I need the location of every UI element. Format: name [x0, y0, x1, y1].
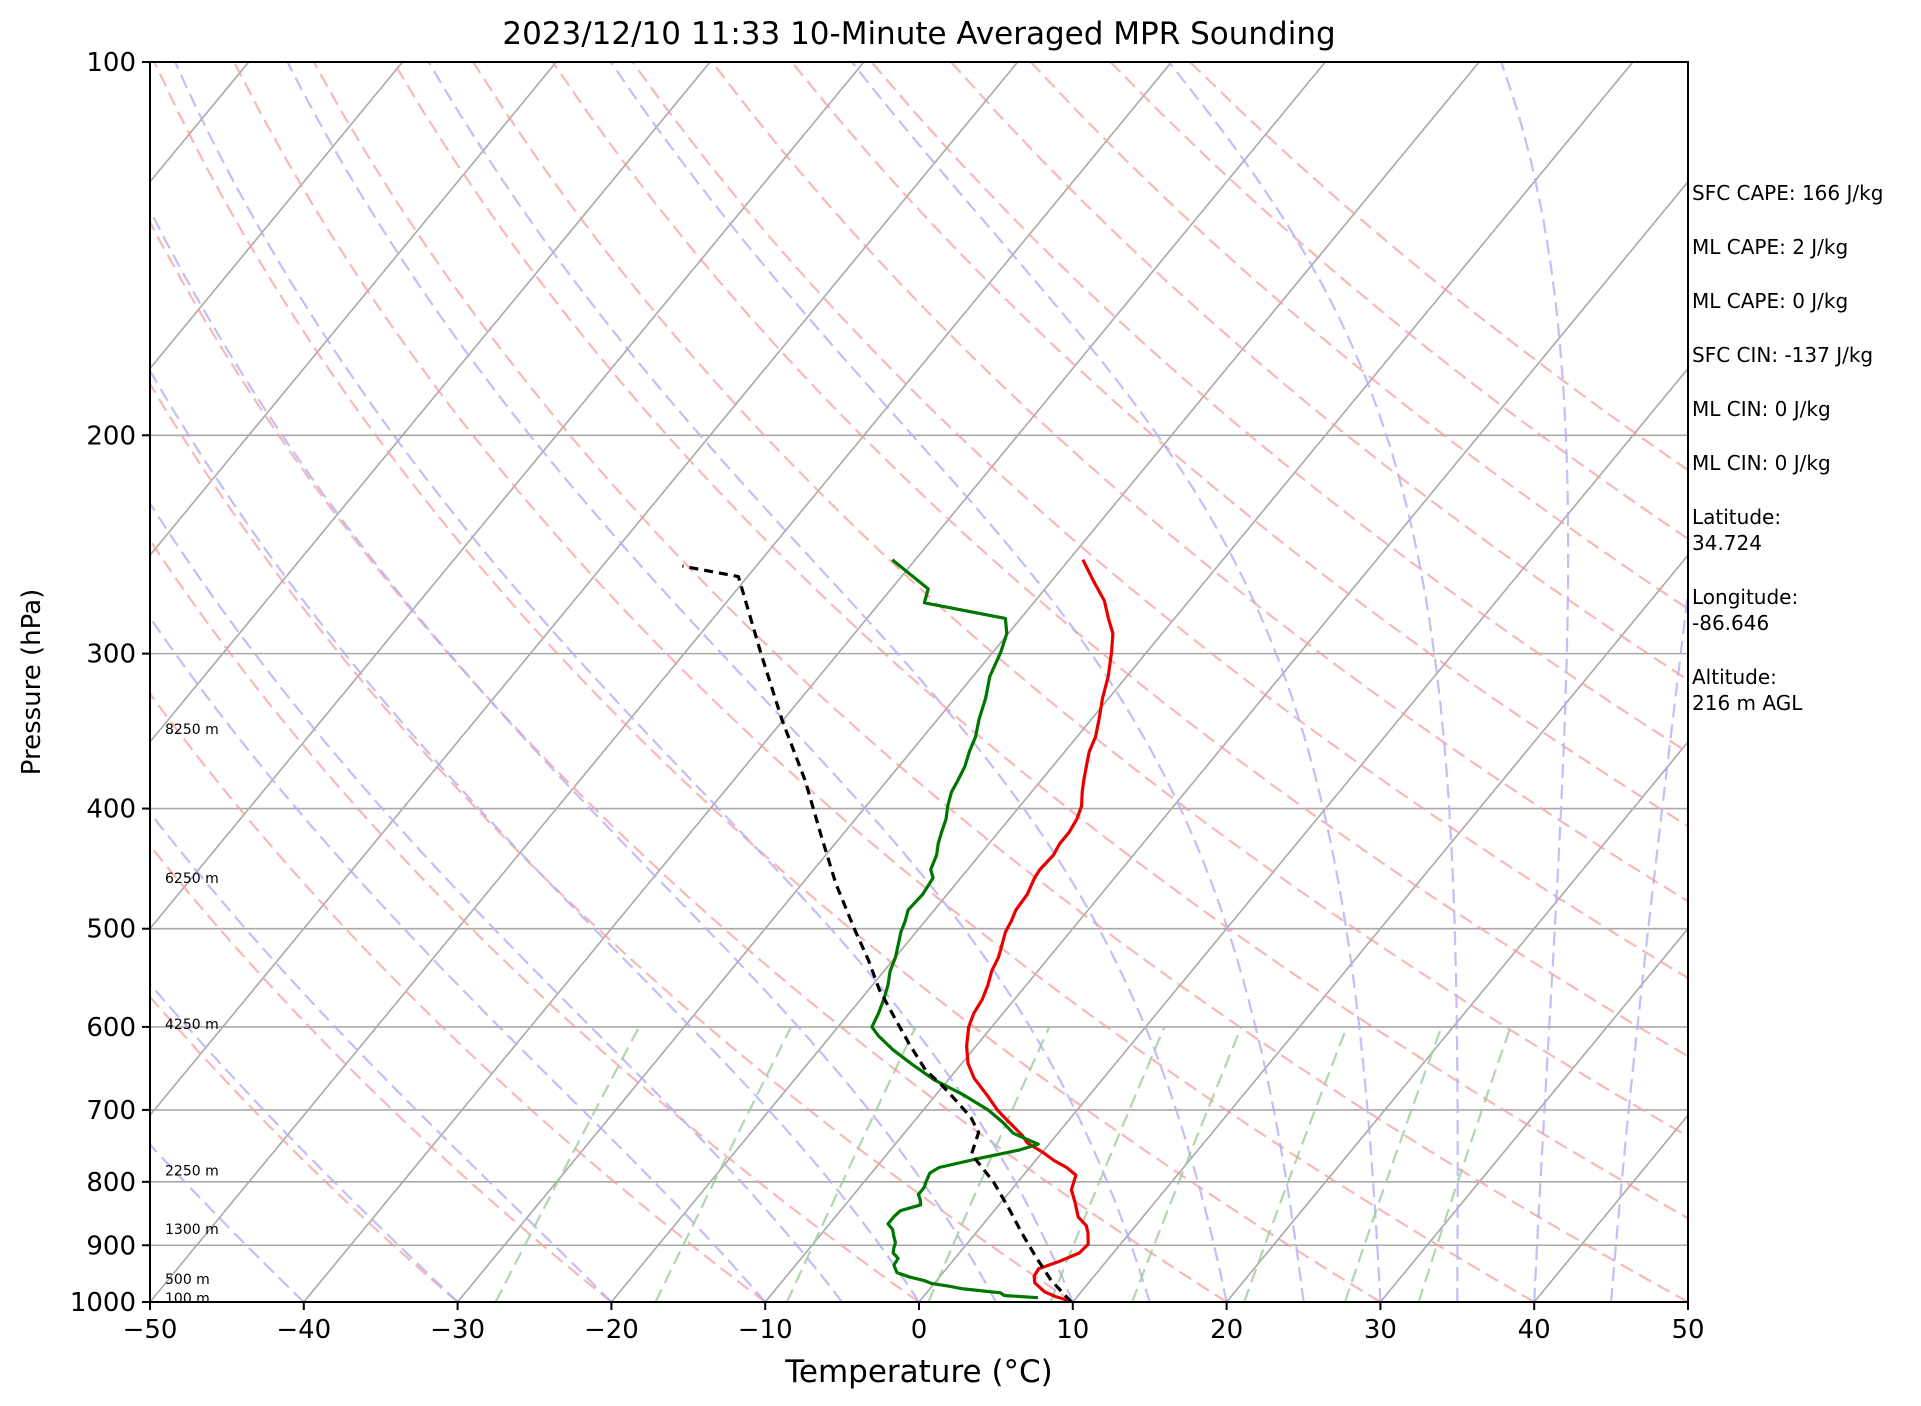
height-label: 8250 m [165, 722, 219, 738]
moist-adiabat-line [1168, 62, 1459, 1302]
stat-line: SFC CAPE: 166 J/kg [1692, 181, 1884, 205]
x-axis-label: Temperature (°C) [784, 1354, 1053, 1390]
dry-adiabat-line [711, 62, 1688, 903]
y-tick-label: 500 [86, 915, 136, 945]
mixing-ratio-line [1049, 1026, 1166, 1302]
moist-adiabat-line [150, 501, 843, 1302]
dry-adiabat-line [312, 62, 1688, 1302]
mixing-ratio-line [1131, 1026, 1243, 1302]
y-tick-label: 200 [86, 421, 136, 451]
dry-adiabat-line [150, 691, 766, 1302]
height-label: 6250 m [165, 871, 219, 887]
isotherm-line [303, 62, 1326, 1302]
stat-line: ML CAPE: 2 J/kg [1692, 235, 1849, 259]
moist-adiabat-line [286, 62, 1151, 1302]
parcel-profile-line [682, 564, 1073, 1302]
x-tick-label: −30 [430, 1315, 485, 1345]
moist-adiabat-line [427, 62, 1228, 1302]
x-tick-label: 30 [1364, 1315, 1397, 1345]
dry-adiabat-line [870, 62, 1688, 754]
isotherm-line [150, 62, 1019, 1117]
y-tick-label: 800 [86, 1168, 136, 1198]
mixing-ratio-line [1343, 1026, 1443, 1302]
x-tick-label: 50 [1671, 1315, 1704, 1345]
moist-adiabat-line [150, 615, 767, 1302]
isotherm-line [150, 62, 557, 557]
x-tick-label: 0 [911, 1315, 928, 1345]
mixing-ratio-line [927, 1026, 1051, 1302]
isotherm-line [1225, 740, 1688, 1302]
x-tick-label: −40 [276, 1315, 331, 1345]
y-tick-label: 900 [86, 1231, 136, 1261]
temperature-profile-line [965, 558, 1115, 1302]
height-label: 500 m [165, 1272, 210, 1288]
isotherm-line [764, 180, 1688, 1302]
dewpoint-profile-line [870, 558, 1040, 1300]
y-tick-label: 300 [86, 640, 136, 670]
dry-adiabat-line [233, 62, 1535, 1302]
y-tick-label: 600 [86, 1013, 136, 1043]
dry-adiabat-line [950, 62, 1688, 682]
stat-line: ML CIN: 0 J/kg [1692, 397, 1831, 421]
x-tick-label: −10 [738, 1315, 793, 1345]
isotherm-line [610, 62, 1634, 1302]
isotherm-line [150, 62, 865, 930]
isotherm-line [918, 367, 1688, 1302]
chart-title: 2023/12/10 11:33 10-Minute Averaged MPR … [502, 16, 1335, 52]
stat-line: Altitude: 216 m AGL [1692, 665, 1803, 715]
stat-line: Longitude: -86.646 [1692, 585, 1799, 635]
moist-adiabat-line [609, 62, 1305, 1302]
stat-line: ML CIN: 0 J/kg [1692, 451, 1831, 475]
stat-line: Latitude: 34.724 [1692, 505, 1782, 555]
moist-adiabat-line [150, 982, 459, 1302]
height-label: 4250 m [165, 1017, 219, 1033]
isotherm-line [150, 62, 404, 370]
moist-adiabat-line [150, 811, 613, 1302]
dry-adiabat-line [790, 62, 1688, 828]
height-label: 2250 m [165, 1163, 219, 1179]
x-tick-label: −50 [123, 1315, 178, 1345]
isotherm-line [456, 62, 1480, 1302]
y-tick-label: 400 [86, 795, 136, 825]
moist-adiabat-line [150, 207, 997, 1302]
isotherm-line [150, 62, 1173, 1302]
isotherm-line [0, 62, 95, 1302]
height-label: 100 m [165, 1291, 210, 1307]
y-axis-label: Pressure (hPa) [17, 589, 47, 776]
mixing-ratio-line [494, 1026, 641, 1302]
mixing-ratio-line [1417, 1026, 1512, 1302]
dry-adiabat-line [150, 381, 1074, 1302]
isotherm-line [1379, 927, 1688, 1302]
dry-adiabat-line [150, 538, 920, 1302]
moist-adiabat-line [1610, 583, 1688, 1302]
height-label: 1300 m [165, 1222, 219, 1238]
mixing-ratio-line [786, 1026, 917, 1302]
stat-line: ML CAPE: 0 J/kg [1692, 289, 1849, 313]
moist-adiabat-line [150, 368, 920, 1302]
isotherm-line [150, 62, 711, 744]
y-tick-label: 700 [86, 1096, 136, 1126]
dry-adiabat-line [150, 843, 613, 1302]
isotherm-line [1072, 553, 1688, 1302]
moist-adiabat-line [174, 62, 1074, 1302]
dry-adiabat-line [1029, 62, 1688, 611]
moist-adiabat-line [1500, 62, 1570, 1302]
dry-adiabat-line [150, 995, 459, 1302]
y-tick-label: 1000 [70, 1288, 136, 1318]
y-tick-label: 100 [86, 48, 136, 78]
x-tick-label: 40 [1518, 1315, 1551, 1345]
x-tick-label: 10 [1056, 1315, 1089, 1345]
dry-adiabat-line [153, 62, 1381, 1302]
stat-line: SFC CIN: -137 J/kg [1692, 343, 1874, 367]
mixing-ratio-line [654, 1026, 793, 1302]
dry-adiabat-line [150, 219, 1228, 1302]
mixing-ratio-line [1243, 1026, 1348, 1302]
sounding-stats: SFC CAPE: 166 J/kg ML CAPE: 2 J/kg ML CAPE… [1692, 180, 1883, 744]
x-tick-label: 20 [1210, 1315, 1243, 1345]
x-tick-label: −20 [584, 1315, 639, 1345]
